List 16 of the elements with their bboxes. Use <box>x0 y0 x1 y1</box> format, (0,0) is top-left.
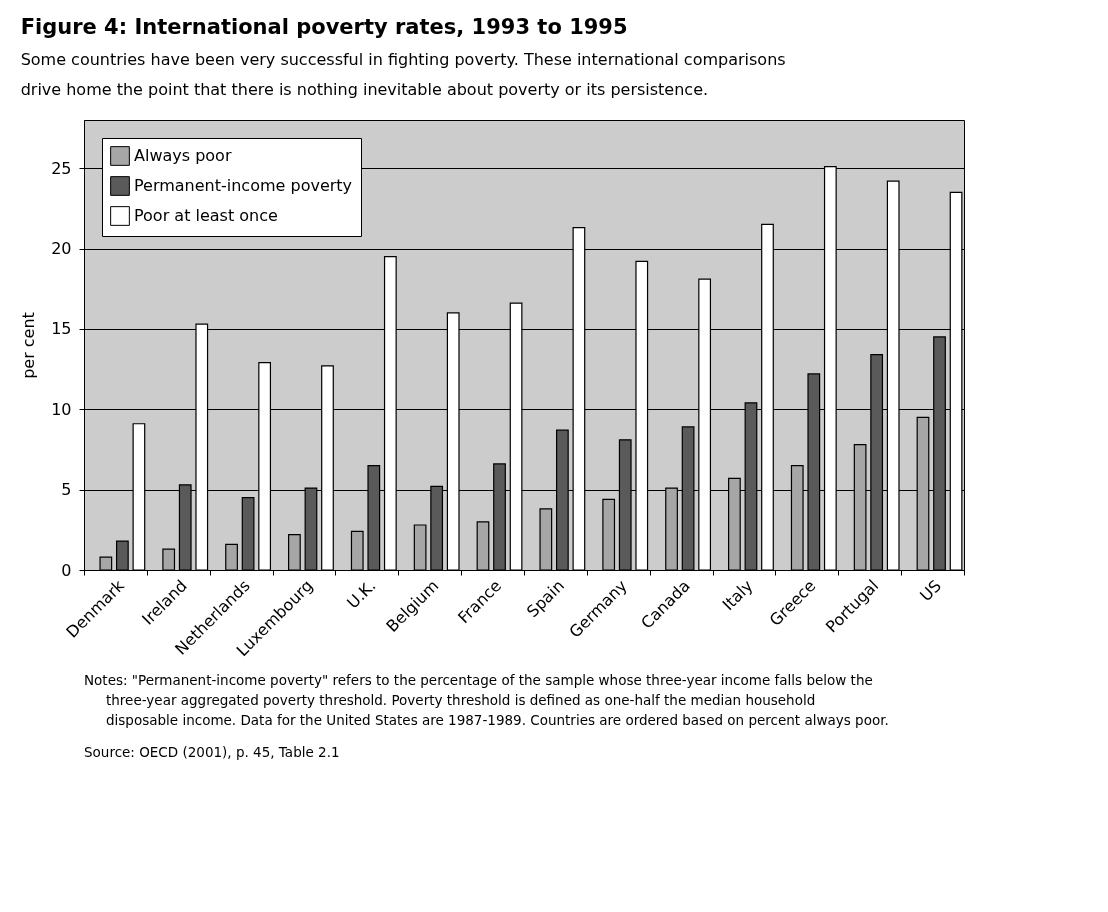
x-tick-label: U.K. <box>343 576 380 613</box>
y-tick-label: 10 <box>51 399 72 419</box>
legend-label: Always poor <box>134 146 232 165</box>
y-tick-label: 20 <box>51 239 72 259</box>
y-tick-label: 15 <box>51 319 72 339</box>
x-tick-label: US <box>916 576 946 605</box>
source-note: Source: OECD (2001), p. 45, Table 2.1 <box>84 744 340 760</box>
text: Notes: "Permanent-income poverty" refers to the percentage of the sample whose three-year income falls below the three-year aggregated poverty threshold. Poverty threshold is defined as one-half the median household disposable income. Data for the United States are 1987-1989. Countries are ordered based on percent always poor. <box>84 672 889 728</box>
legend-label: Permanent-income poverty <box>134 176 353 195</box>
legend-label: Poor at least once <box>134 206 278 225</box>
chart-title: Figure 4: International poverty rates, 1993 to 1995 <box>20 15 628 39</box>
y-tick-label: 25 <box>51 158 72 178</box>
y-tick-label: 0 <box>61 560 72 580</box>
y-tick-label: 5 <box>61 480 72 500</box>
chart-subtitle: Some countries have been very successful in fighting poverty. These international comparisons drive home the point that there is nothing inevitable about poverty or its persistence. <box>20 50 786 99</box>
y-axis-title: per cent <box>19 312 39 379</box>
